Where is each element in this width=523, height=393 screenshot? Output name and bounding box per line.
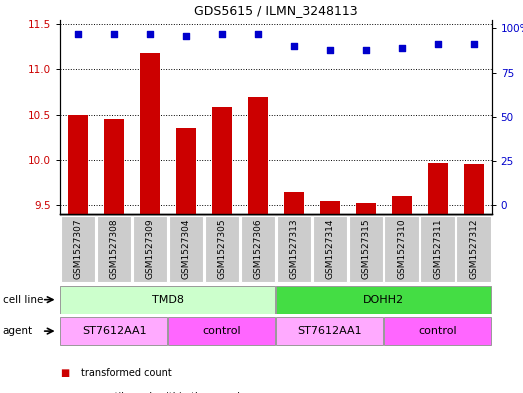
Bar	[348, 215, 383, 282]
Bar	[320, 200, 340, 214]
Bar	[276, 285, 491, 314]
Point	[397, 45, 406, 51]
Bar	[384, 317, 491, 345]
Text: TMD8: TMD8	[152, 295, 184, 305]
Text: control: control	[418, 326, 457, 336]
Point	[254, 31, 262, 37]
Text: ST7612AA1: ST7612AA1	[82, 326, 146, 336]
Bar	[212, 107, 232, 214]
Text: GSM1527313: GSM1527313	[289, 218, 298, 279]
Bar	[457, 215, 491, 282]
Bar	[284, 191, 304, 214]
Text: DOHH2: DOHH2	[363, 295, 404, 305]
Text: GSM1527311: GSM1527311	[433, 218, 442, 279]
Bar	[60, 317, 167, 345]
Text: cell line: cell line	[3, 295, 43, 305]
Bar	[168, 317, 275, 345]
Point	[182, 33, 190, 39]
Point	[326, 47, 334, 53]
Bar	[248, 97, 268, 214]
Text: GSM1527306: GSM1527306	[254, 218, 263, 279]
Text: transformed count: transformed count	[81, 368, 172, 378]
Bar	[61, 215, 95, 282]
Bar	[204, 215, 239, 282]
Bar	[104, 119, 124, 214]
Title: GDS5615 / ILMN_3248113: GDS5615 / ILMN_3248113	[194, 4, 358, 17]
Point	[434, 41, 442, 48]
Point	[470, 41, 478, 48]
Text: ■: ■	[60, 392, 70, 393]
Point	[290, 43, 298, 49]
Text: GSM1527314: GSM1527314	[325, 219, 334, 279]
Bar	[169, 215, 203, 282]
Text: ■: ■	[60, 368, 70, 378]
Point	[110, 31, 118, 37]
Bar	[176, 128, 196, 214]
Bar	[420, 215, 455, 282]
Point	[74, 31, 82, 37]
Bar	[313, 215, 347, 282]
Bar	[97, 215, 131, 282]
Text: GSM1527315: GSM1527315	[361, 218, 370, 279]
Text: control: control	[202, 326, 241, 336]
Text: GSM1527305: GSM1527305	[218, 218, 226, 279]
Bar	[384, 215, 419, 282]
Bar	[392, 196, 412, 214]
Text: GSM1527310: GSM1527310	[397, 218, 406, 279]
Bar	[60, 285, 275, 314]
Text: GSM1527309: GSM1527309	[145, 218, 154, 279]
Text: agent: agent	[3, 326, 33, 336]
Text: ST7612AA1: ST7612AA1	[298, 326, 362, 336]
Point	[218, 31, 226, 37]
Bar	[428, 163, 448, 214]
Text: percentile rank within the sample: percentile rank within the sample	[81, 392, 246, 393]
Text: GSM1527312: GSM1527312	[469, 219, 478, 279]
Point	[361, 47, 370, 53]
Bar	[356, 203, 376, 214]
Text: GSM1527308: GSM1527308	[110, 218, 119, 279]
Text: GSM1527307: GSM1527307	[74, 218, 83, 279]
Point	[146, 31, 154, 37]
Bar	[68, 115, 88, 214]
Bar	[140, 53, 160, 214]
Text: GSM1527304: GSM1527304	[181, 219, 190, 279]
Bar	[133, 215, 167, 282]
Bar	[277, 215, 311, 282]
Bar	[464, 163, 484, 214]
Bar	[241, 215, 275, 282]
Bar	[276, 317, 383, 345]
